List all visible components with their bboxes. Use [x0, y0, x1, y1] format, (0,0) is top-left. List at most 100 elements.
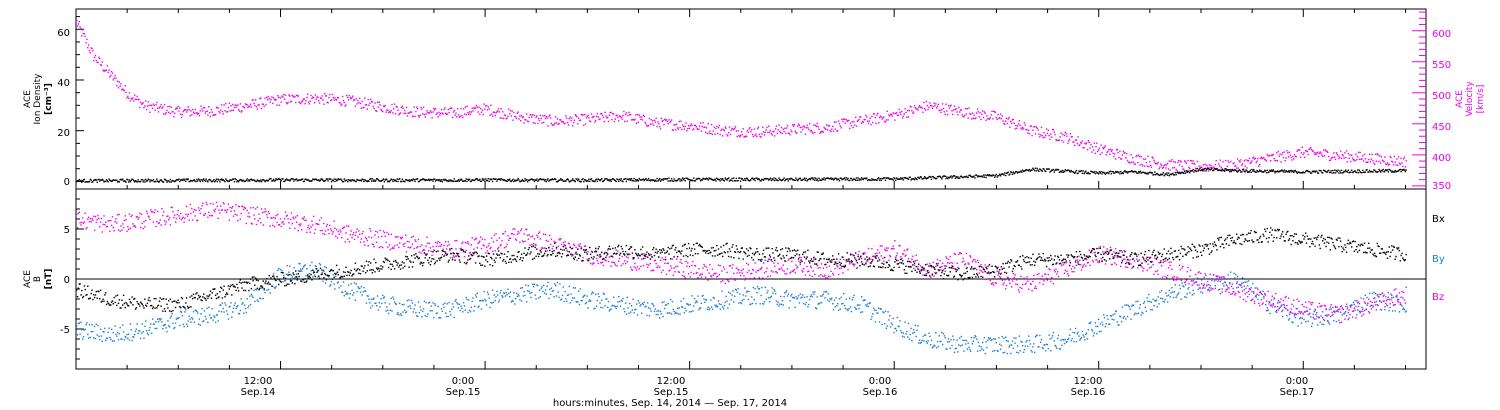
by-point [261, 287, 264, 289]
density-point [459, 179, 461, 181]
by-point [831, 297, 833, 299]
velocity-point [551, 124, 553, 126]
density-point [274, 179, 276, 182]
density-point [94, 178, 97, 181]
density-point [1050, 170, 1052, 172]
density-point [931, 175, 934, 178]
velocity-point [688, 127, 691, 130]
by-point [1403, 308, 1406, 311]
velocity-point [99, 63, 102, 66]
density-point [1181, 172, 1183, 174]
by-point [797, 295, 800, 297]
velocity-point [1394, 161, 1396, 163]
by-point [710, 306, 713, 308]
density-point [914, 177, 916, 179]
velocity-point [987, 118, 990, 120]
by-point [537, 284, 539, 287]
velocity-point [910, 106, 912, 108]
velocity-point [1161, 167, 1164, 169]
by-point [428, 301, 431, 304]
by-point [289, 279, 292, 281]
density-point [832, 179, 835, 181]
density-point [483, 178, 485, 180]
velocity-point [814, 124, 817, 127]
velocity-point [1278, 155, 1280, 157]
velocity-point [885, 119, 888, 121]
density-point [299, 179, 301, 181]
by-point [816, 296, 818, 298]
velocity-point [668, 119, 670, 121]
density-point [420, 178, 422, 181]
by-point [1207, 288, 1210, 291]
velocity-point [913, 105, 916, 107]
by-point [1118, 324, 1120, 326]
bz-point [89, 218, 91, 220]
by-point [185, 323, 188, 325]
density-point [1028, 168, 1031, 171]
by-point [86, 322, 88, 324]
density-point [1030, 169, 1032, 171]
velocity-point [662, 119, 664, 122]
density-point [641, 178, 644, 181]
by-point [207, 321, 209, 323]
by-point [855, 308, 858, 310]
bz-point [219, 212, 221, 214]
density-point [704, 178, 706, 180]
by-point [886, 325, 888, 327]
velocity-point [757, 127, 759, 130]
velocity-point [1198, 165, 1200, 167]
velocity-point [1208, 164, 1211, 166]
density-point [781, 179, 784, 181]
velocity-point [991, 110, 993, 113]
by-point [388, 303, 391, 305]
velocity-point [728, 131, 730, 134]
bz-point [93, 215, 95, 217]
density-point [471, 179, 473, 181]
by-point [1228, 287, 1230, 289]
velocity-point [710, 123, 713, 126]
velocity-point [266, 99, 269, 101]
by-point [1310, 325, 1313, 328]
velocity-point [110, 74, 112, 77]
density-point [1346, 171, 1349, 173]
density-point [601, 180, 604, 183]
density-point [1276, 171, 1278, 173]
density-point [324, 179, 327, 182]
density-point [485, 179, 488, 182]
density-point [1301, 172, 1303, 174]
velocity-point [829, 129, 831, 132]
velocity-point [303, 98, 305, 100]
by-point [668, 312, 670, 314]
density-point [1098, 171, 1101, 173]
by-point [472, 297, 474, 299]
density-point [610, 180, 612, 182]
bz-point [139, 212, 141, 214]
velocity-point [118, 81, 120, 83]
by-point [590, 293, 593, 295]
density-point [1403, 169, 1406, 171]
density-point [1045, 170, 1047, 173]
density-point [1214, 168, 1216, 170]
by-point [829, 298, 831, 300]
velocity-point [1224, 159, 1227, 162]
density-point [632, 180, 634, 182]
density-point [597, 178, 599, 180]
density-point [298, 179, 300, 181]
velocity-point [1392, 164, 1395, 166]
by-point [888, 319, 890, 321]
velocity-point [967, 117, 969, 119]
by-point [554, 283, 556, 285]
velocity-point [1064, 131, 1066, 133]
by-point [803, 302, 805, 305]
velocity-point [977, 111, 980, 113]
velocity-point [656, 125, 658, 128]
velocity-point [283, 93, 285, 96]
by-point [476, 292, 478, 294]
by-point [495, 296, 497, 298]
density-point [1230, 169, 1232, 171]
density-point [187, 178, 189, 180]
velocity-point [202, 110, 204, 112]
density-point [1080, 170, 1082, 172]
by-point [313, 274, 316, 276]
density-point [252, 179, 254, 181]
